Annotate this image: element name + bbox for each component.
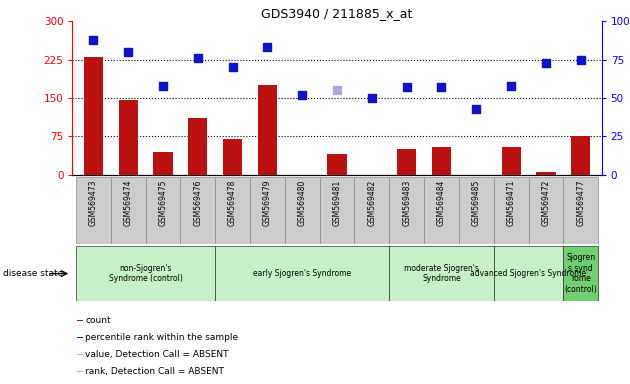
Text: count: count <box>85 316 111 325</box>
Bar <box>355 177 389 244</box>
Bar <box>153 152 173 175</box>
Title: GDS3940 / 211885_x_at: GDS3940 / 211885_x_at <box>261 7 413 20</box>
Bar <box>459 177 494 244</box>
Text: GSM569485: GSM569485 <box>472 180 481 227</box>
Bar <box>215 246 389 301</box>
Text: GSM569472: GSM569472 <box>541 180 551 227</box>
Bar <box>188 118 207 175</box>
Bar <box>223 139 242 175</box>
Bar <box>180 177 215 244</box>
Text: GSM569473: GSM569473 <box>89 180 98 227</box>
Bar <box>77 371 83 372</box>
Bar <box>84 57 103 175</box>
Text: advanced Sjogren's Syndrome: advanced Sjogren's Syndrome <box>471 269 587 278</box>
Text: GSM569484: GSM569484 <box>437 180 446 227</box>
Text: GSM569476: GSM569476 <box>193 180 202 227</box>
Text: moderate Sjogren's
Syndrome: moderate Sjogren's Syndrome <box>404 264 479 283</box>
Point <box>437 84 447 90</box>
Point <box>402 84 412 90</box>
Point <box>332 87 342 93</box>
Point <box>123 49 133 55</box>
Text: GSM569475: GSM569475 <box>159 180 168 227</box>
Point <box>506 83 516 89</box>
Point <box>541 60 551 66</box>
Bar <box>319 177 355 244</box>
Bar <box>389 246 494 301</box>
Text: GSM569482: GSM569482 <box>367 180 376 226</box>
Bar <box>77 354 83 355</box>
Point <box>297 92 307 98</box>
Bar <box>258 85 277 175</box>
Text: GSM569477: GSM569477 <box>576 180 585 227</box>
Point <box>193 55 203 61</box>
Bar <box>563 177 598 244</box>
Bar <box>563 246 598 301</box>
Text: early Sjogren's Syndrome: early Sjogren's Syndrome <box>253 269 352 278</box>
Text: GSM569480: GSM569480 <box>298 180 307 227</box>
Bar <box>389 177 424 244</box>
Bar <box>76 177 111 244</box>
Point <box>88 36 98 43</box>
Point <box>367 95 377 101</box>
Text: GSM569481: GSM569481 <box>333 180 341 226</box>
Bar <box>432 147 451 175</box>
Text: GSM569478: GSM569478 <box>228 180 237 227</box>
Bar <box>494 177 529 244</box>
Point <box>227 64 238 70</box>
Text: disease state: disease state <box>3 269 64 278</box>
Bar <box>501 147 521 175</box>
Text: GSM569471: GSM569471 <box>507 180 515 227</box>
Point <box>158 83 168 89</box>
Bar <box>424 177 459 244</box>
Text: non-Sjogren's
Syndrome (control): non-Sjogren's Syndrome (control) <box>108 264 183 283</box>
Bar <box>571 136 590 175</box>
Text: GSM569474: GSM569474 <box>123 180 133 227</box>
Point <box>576 56 586 63</box>
Bar <box>77 337 83 338</box>
Text: Sjogren
s synd
rome
(control): Sjogren s synd rome (control) <box>564 253 597 294</box>
Point <box>262 44 272 50</box>
Text: rank, Detection Call = ABSENT: rank, Detection Call = ABSENT <box>85 367 224 376</box>
Text: GSM569483: GSM569483 <box>402 180 411 227</box>
Text: value, Detection Call = ABSENT: value, Detection Call = ABSENT <box>85 349 229 359</box>
Bar <box>118 101 138 175</box>
Bar <box>536 172 556 175</box>
Point <box>471 106 481 112</box>
Bar <box>215 177 250 244</box>
Bar <box>529 177 563 244</box>
Bar <box>494 246 563 301</box>
Bar <box>285 177 319 244</box>
Bar <box>111 177 146 244</box>
Bar <box>397 149 416 175</box>
Text: GSM569479: GSM569479 <box>263 180 272 227</box>
Bar <box>250 177 285 244</box>
Bar <box>76 246 215 301</box>
Bar <box>77 320 83 321</box>
Bar <box>146 177 180 244</box>
Bar <box>328 154 347 175</box>
Text: percentile rank within the sample: percentile rank within the sample <box>85 333 238 342</box>
